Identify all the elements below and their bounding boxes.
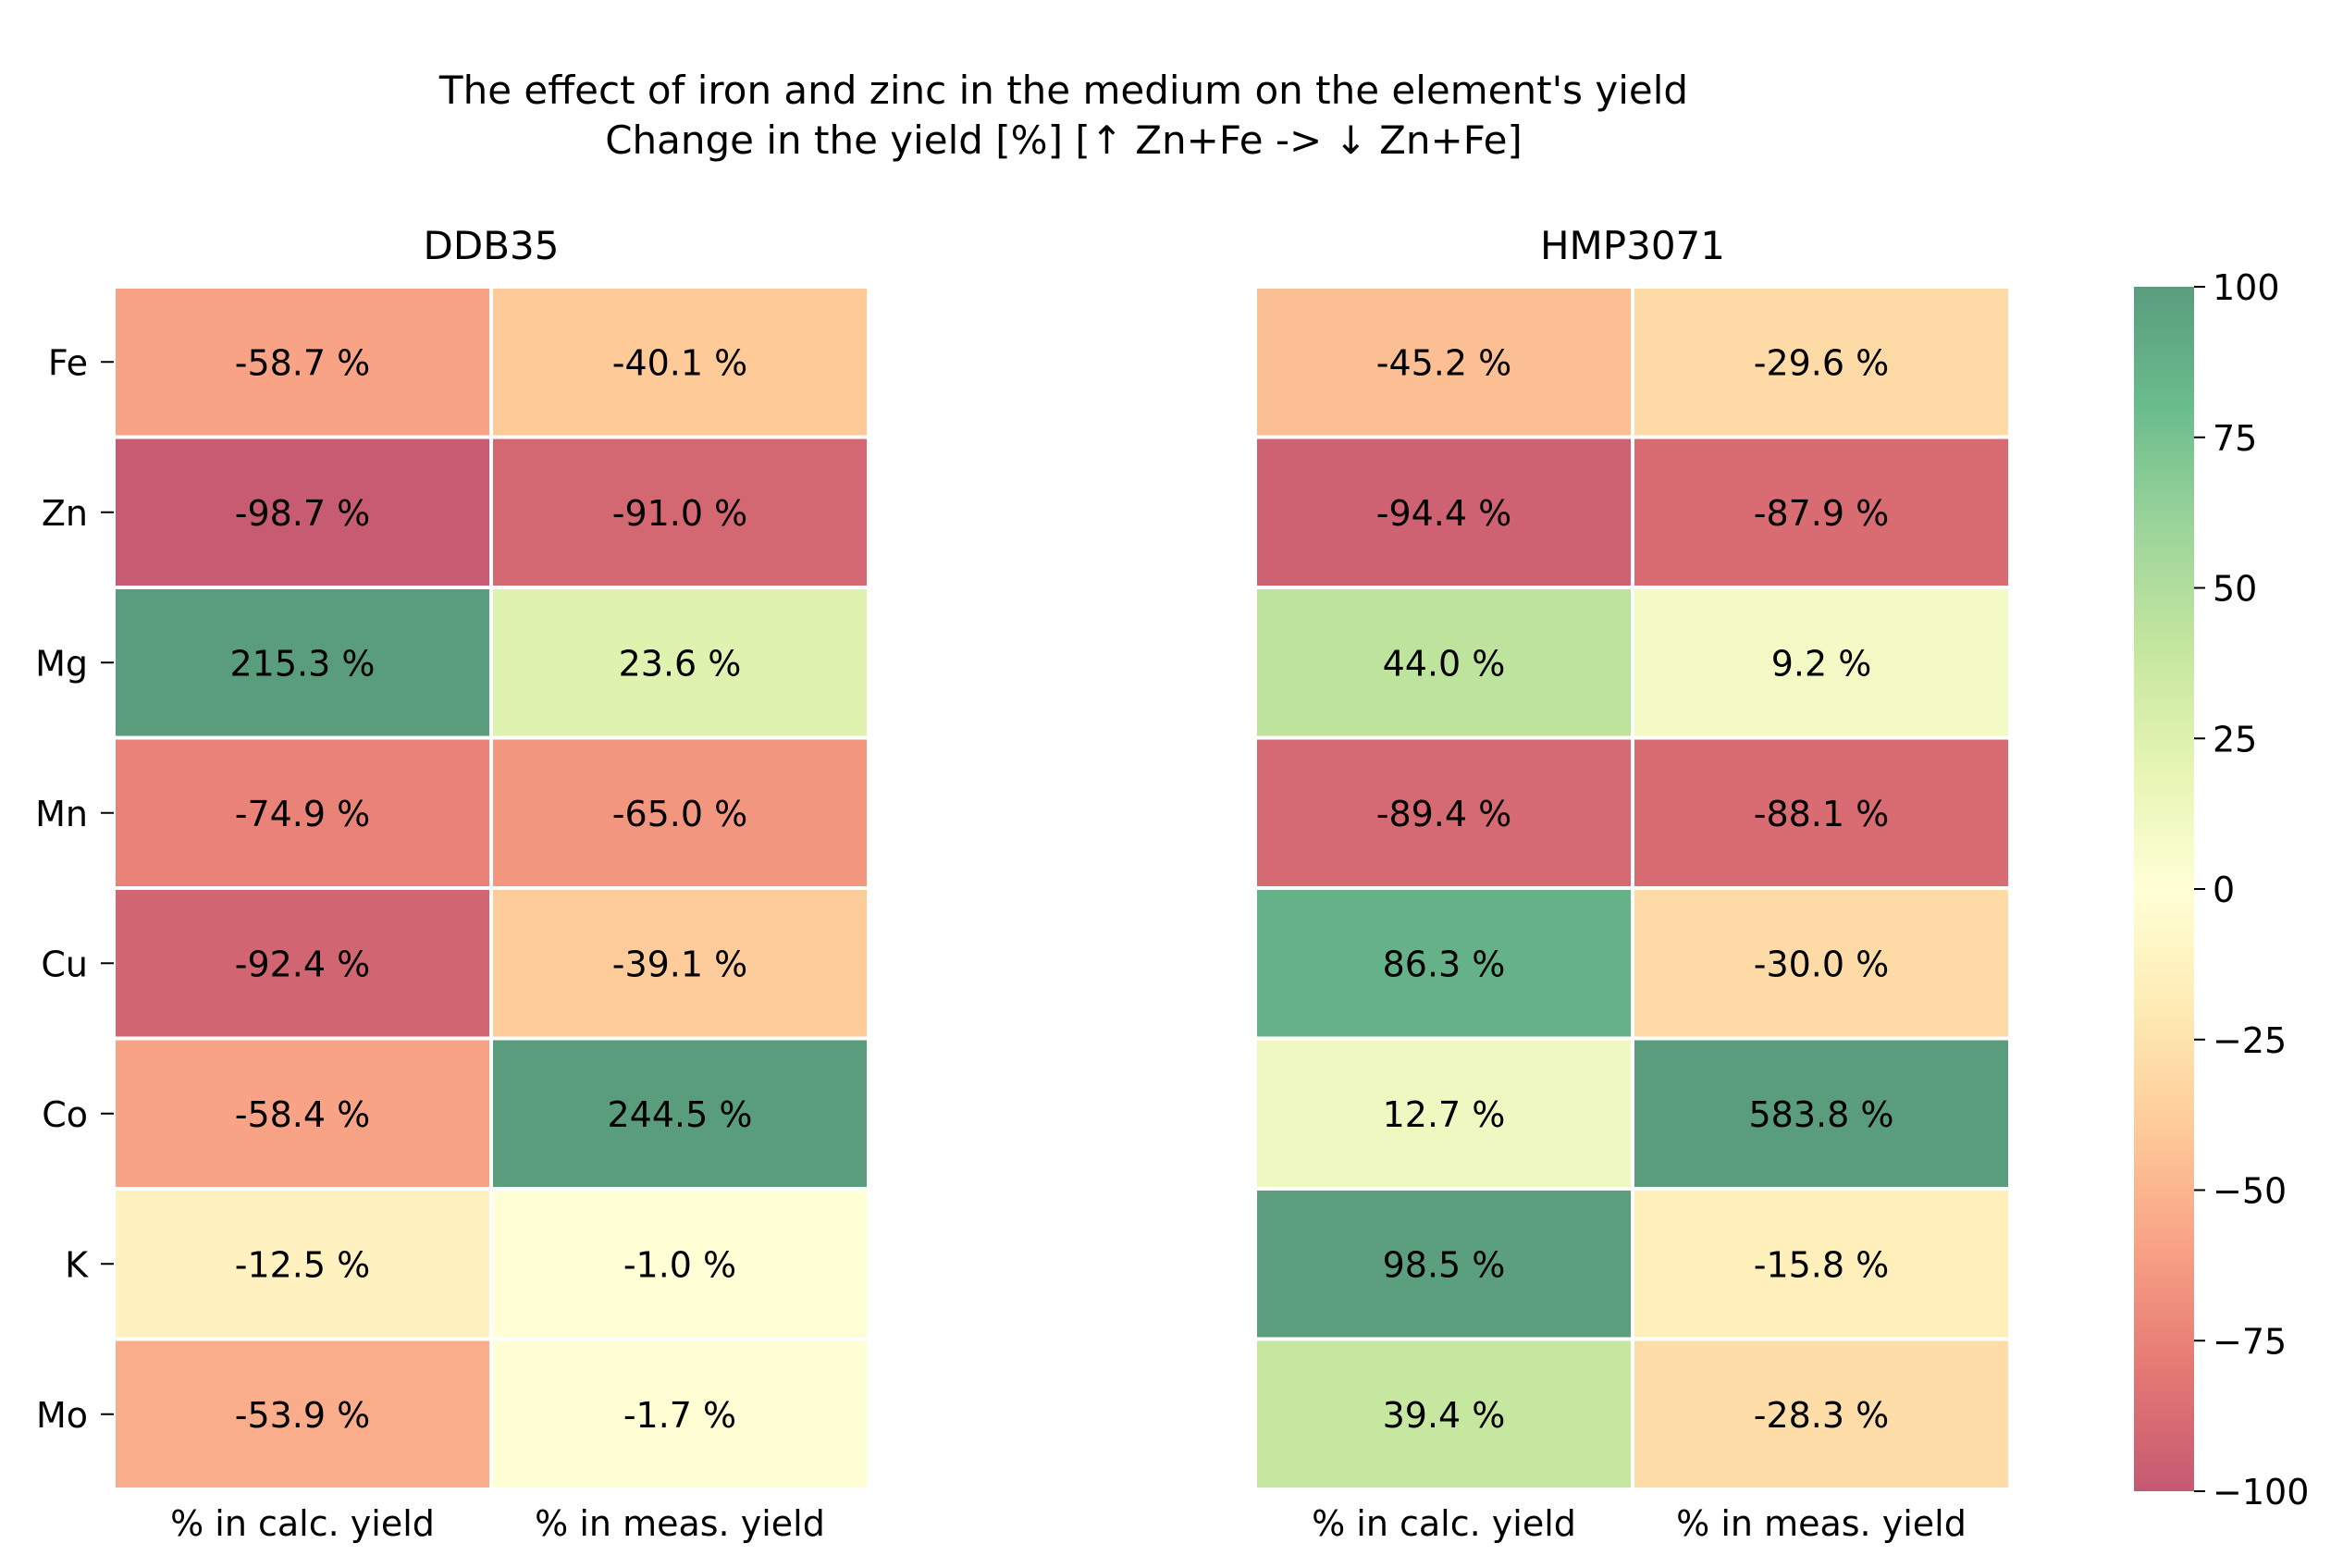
- chart-title: The effect of iron and zinc in the mediu…: [438, 68, 1688, 113]
- cell-value-label: -89.4 %: [1376, 794, 1512, 834]
- colorbar-gradient: [2134, 287, 2194, 1491]
- colorbar: 100 75 50 25 0 −25 −50 −75 −100: [2134, 267, 2309, 1512]
- cell-value-label: 12.7 %: [1383, 1094, 1506, 1135]
- cell-value-label: 583.8 %: [1749, 1094, 1894, 1135]
- cell-value-label: -30.0 %: [1754, 944, 1890, 984]
- y-tick-label: Mg: [35, 643, 88, 684]
- heatmap-cell: [1631, 435, 2012, 589]
- colorbar-tick-label: −50: [2213, 1171, 2287, 1212]
- cell-value-label: -88.1 %: [1754, 794, 1890, 834]
- cell-value-label: 244.5 %: [608, 1094, 753, 1135]
- heatmap-cell: [1253, 285, 1634, 439]
- colorbar-tick-label: 50: [2213, 569, 2257, 610]
- heatmap-cell: [1631, 1337, 2012, 1491]
- heatmap-cell: [1253, 1187, 1634, 1341]
- heatmap-cell: [489, 735, 870, 890]
- cell-value-label: -39.1 %: [612, 944, 748, 984]
- cell-value-label: -40.1 %: [612, 342, 748, 383]
- y-tick-label: Co: [42, 1094, 88, 1135]
- cell-value-label: 98.5 %: [1383, 1244, 1506, 1285]
- cell-value-label: -29.6 %: [1754, 342, 1890, 383]
- heatmap-cell: [489, 435, 870, 589]
- cell-value-label: 215.3 %: [230, 643, 376, 684]
- cell-value-label: 44.0 %: [1383, 643, 1506, 684]
- heatmap-cell: [112, 285, 493, 439]
- heatmap-cell: [112, 435, 493, 589]
- cell-value-label: 9.2 %: [1771, 643, 1872, 684]
- heatmap-cell: [1631, 886, 2012, 1041]
- heatmap-cell: [489, 1337, 870, 1491]
- cell-value-label: -15.8 %: [1754, 1244, 1890, 1285]
- heatmap-cell: [1253, 886, 1634, 1041]
- y-tick-label: Mn: [35, 794, 88, 834]
- cell-value-label: -65.0 %: [612, 794, 748, 834]
- colorbar-tick-label: −100: [2213, 1472, 2309, 1512]
- panel-title: DDB35: [424, 223, 560, 268]
- colorbar-tick-label: −25: [2213, 1020, 2287, 1061]
- x-tick-label: % in calc. yield: [1312, 1503, 1576, 1544]
- colorbar-tick-label: 75: [2213, 418, 2257, 459]
- heatmap-cell: [1253, 435, 1634, 589]
- panel-ddb35: DDB35 -58.7 % -40.1 % -98.7 % -91.0 % 215.3 %…: [35, 223, 870, 1544]
- heatmap-cell: [1253, 735, 1634, 890]
- cell-value-label: -94.4 %: [1376, 493, 1512, 534]
- heatmap-cell: [1631, 285, 2012, 439]
- heatmap-panels: DDB35 -58.7 % -40.1 % -98.7 % -91.0 % 215.3 %…: [35, 223, 2012, 1544]
- panel-title: HMP3071: [1540, 223, 1725, 268]
- cell-value-label: -98.7 %: [235, 493, 371, 534]
- y-tick-label: Zn: [42, 493, 88, 534]
- heatmap-cell: [1253, 1337, 1634, 1491]
- cell-value-label: -28.3 %: [1754, 1395, 1890, 1436]
- cell-value-label: 39.4 %: [1383, 1395, 1506, 1436]
- colorbar-tick-label: 0: [2213, 870, 2235, 910]
- heatmap-cell: [489, 886, 870, 1041]
- cell-value-label: 86.3 %: [1383, 944, 1506, 984]
- heatmap-cell: [1253, 1036, 1634, 1191]
- heatmap-cell: [489, 586, 870, 740]
- y-tick-label: Cu: [41, 944, 88, 984]
- x-tick-label: % in meas. yield: [535, 1503, 825, 1544]
- colorbar-tick-label: 25: [2213, 719, 2257, 759]
- cell-value-label: -91.0 %: [612, 493, 748, 534]
- cell-value-label: -1.0 %: [623, 1244, 736, 1285]
- colorbar-tick-label: −75: [2213, 1321, 2287, 1362]
- x-tick-label: % in meas. yield: [1676, 1503, 1967, 1544]
- cell-value-label: -12.5 %: [235, 1244, 371, 1285]
- colorbar-tick-label: 100: [2213, 267, 2280, 308]
- x-tick-label: % in calc. yield: [170, 1503, 435, 1544]
- cell-value-label: -1.7 %: [623, 1395, 736, 1436]
- heatmap-cell: [489, 285, 870, 439]
- y-tick-label: Mo: [36, 1395, 88, 1436]
- y-tick-label: Fe: [48, 342, 88, 383]
- cell-value-label: 23.6 %: [619, 643, 742, 684]
- cell-value-label: -87.9 %: [1754, 493, 1890, 534]
- chart-subtitle: Change in the yield [%] [↑ Zn+Fe -> ↓ Zn…: [605, 117, 1523, 163]
- cell-value-label: -58.4 %: [235, 1094, 371, 1135]
- cell-value-label: -92.4 %: [235, 944, 371, 984]
- y-tick-label: K: [65, 1244, 89, 1285]
- cell-value-label: -45.2 %: [1376, 342, 1512, 383]
- heatmap-cell: [489, 1036, 870, 1191]
- panel-hmp3071: HMP3071 -45.2 % -29.6 % -94.4 % -87.9 % 44.0 …: [1253, 223, 2012, 1544]
- cell-value-label: -58.7 %: [235, 342, 371, 383]
- cell-value-label: -74.9 %: [235, 794, 371, 834]
- heatmap-cell: [489, 1187, 870, 1341]
- cell-value-label: -53.9 %: [235, 1395, 371, 1436]
